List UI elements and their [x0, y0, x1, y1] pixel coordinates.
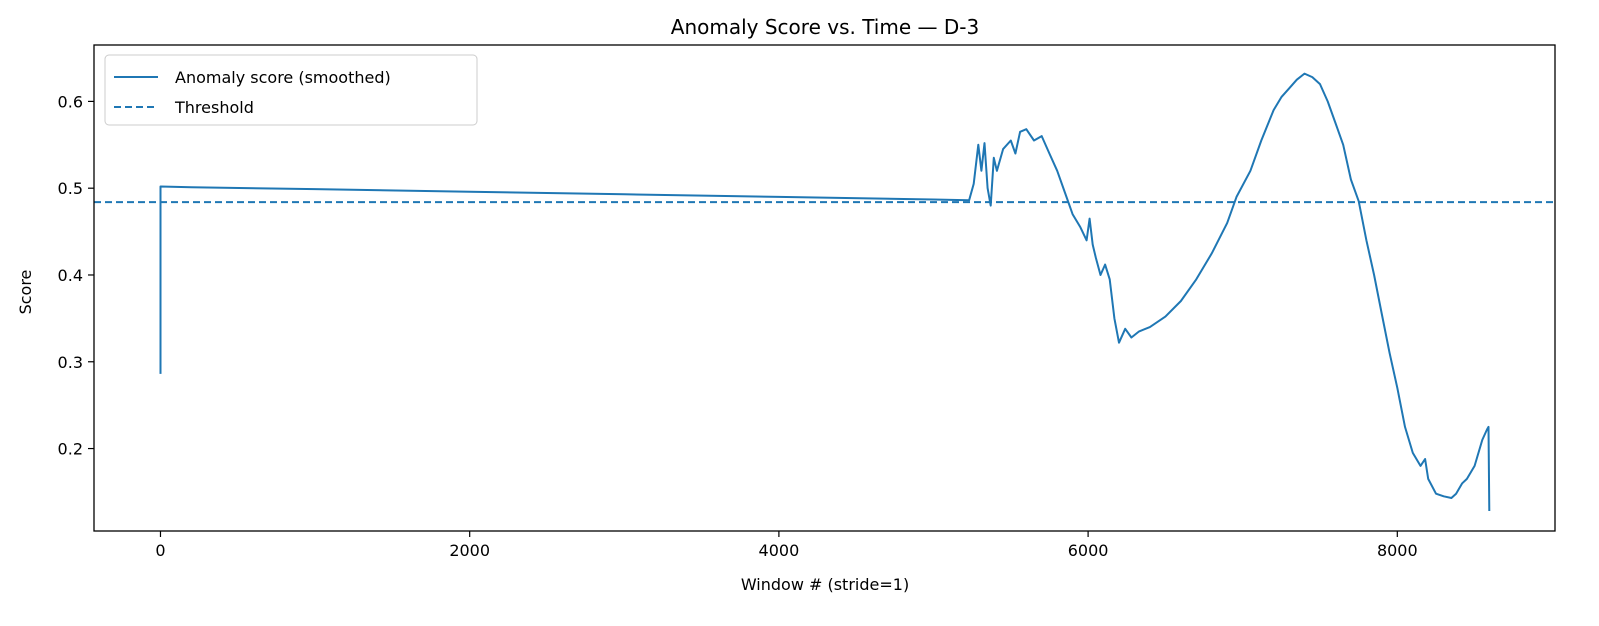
y-axis-label: Score [16, 270, 35, 315]
y-tick-label: 0.3 [58, 353, 83, 372]
y-tick-label: 0.6 [58, 92, 83, 111]
legend-box [104, 54, 478, 126]
chart-title: Anomaly Score vs. Time — D-3 [671, 15, 979, 39]
x-tick-label: 0 [155, 541, 165, 560]
x-tick-label: 6000 [1068, 541, 1109, 560]
y-axis: 0.2 0.3 0.4 0.5 0.6 [58, 92, 94, 459]
legend-label-threshold: Threshold [174, 98, 254, 117]
x-tick-label: 4000 [759, 541, 800, 560]
x-axis-label: Window # (stride=1) [741, 575, 909, 594]
anomaly-score-line [159, 72, 1491, 512]
y-tick-label: 0.5 [58, 179, 83, 198]
legend-label-anomaly-score: Anomaly score (smoothed) [175, 68, 391, 87]
x-axis: 0 2000 4000 6000 8000 [155, 531, 1418, 560]
x-tick-label: 2000 [449, 541, 490, 560]
plot-area [94, 72, 1555, 512]
x-tick-label: 8000 [1377, 541, 1418, 560]
legend: Anomaly score (smoothed) Threshold [104, 54, 478, 126]
axes-frame [93, 44, 1556, 532]
y-tick-label: 0.4 [58, 266, 83, 285]
y-tick-label: 0.2 [58, 440, 83, 459]
